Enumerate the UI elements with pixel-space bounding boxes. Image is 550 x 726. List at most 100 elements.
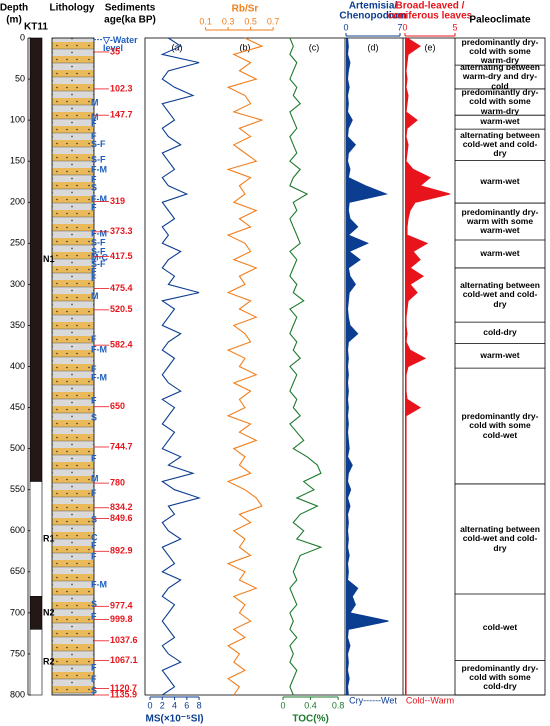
grain-label: S <box>91 514 97 524</box>
zone-cell: alternating between cold-wet and cold-dr… <box>460 280 540 309</box>
grain-label: F-M <box>91 372 107 382</box>
grain-label: F <box>91 541 97 551</box>
grain-label: F <box>91 662 97 672</box>
zone-cell: warm-wet <box>480 176 519 185</box>
age-label: 834.2 <box>110 502 133 512</box>
grain-label: S <box>91 413 97 423</box>
age-label: 1135.9 <box>110 689 137 699</box>
polarity-label: R2 <box>43 657 55 667</box>
grain-label: M <box>91 112 99 122</box>
grain-label: F <box>91 266 97 276</box>
y-tick-label: 800 <box>10 689 25 699</box>
grain-label: F-M <box>91 344 107 354</box>
grain-label: S <box>91 685 97 695</box>
y-tick-label: 0 <box>20 32 25 42</box>
paleoclimate-label: cold-wet <box>482 621 518 632</box>
paleoclimate-label: warm-wet <box>480 116 520 127</box>
age-label: 1067.1 <box>110 655 138 665</box>
age-label: 417.5 <box>110 251 133 261</box>
panel-title: coniferous leaves <box>388 11 473 22</box>
panel-title: Artemisia/ <box>349 1 398 12</box>
paleoclimate-label: alternating between warm-dry and dry-col… <box>460 65 540 89</box>
polarity-title: KT11 <box>24 22 48 33</box>
grain-label: F-M <box>91 579 107 589</box>
y-tick-label: 400 <box>10 361 25 371</box>
paleoclimate-label: alternating between cold-wet and cold-dr… <box>460 280 540 309</box>
zone-cell: warm-wet <box>480 116 520 127</box>
age-label: 475.4 <box>110 283 133 293</box>
water-level-label: level <box>103 43 123 53</box>
x-tick-label: 0 <box>343 22 348 32</box>
x-axis-title: TOC(%) <box>292 714 328 725</box>
age-label: 35 <box>110 46 120 56</box>
grain-label: S <box>91 183 97 193</box>
panel-tag: (d) <box>368 42 379 52</box>
panel-title: Broad-leaved / <box>396 1 465 12</box>
age-label: 892.9 <box>110 546 133 556</box>
grain-label: F-M <box>91 165 107 175</box>
zone-cell: predominantly dry-cold with some warm-dr… <box>461 88 539 116</box>
paleoclimate-label: warm-wet <box>480 350 520 361</box>
grain-label: F <box>91 334 97 344</box>
curve <box>346 37 389 696</box>
polarity-label: R1 <box>43 533 55 543</box>
y-tick-label: 100 <box>10 115 25 125</box>
x-tick-label: 2 <box>160 700 165 710</box>
paleoclimate-label: alternating between cold-wet and cold-dr… <box>460 523 540 553</box>
zone-cell: alternating between cold-wet and cold-dr… <box>460 129 540 159</box>
grain-label: S-F <box>91 139 106 149</box>
x-tick-label: 4 <box>172 700 177 710</box>
zone-cell: warm-wet <box>480 249 519 258</box>
zone-cell: alternating between warm-dry and dry-col… <box>460 65 540 89</box>
y-axis-title: (m) <box>6 15 22 26</box>
age-label: 1037.6 <box>110 635 138 645</box>
curve <box>160 37 202 696</box>
paleoclimate-label: predominantly dry-cold with some warm-dr… <box>461 88 539 116</box>
x-tick-label: 0.4 <box>304 700 317 710</box>
y-tick-label: 50 <box>15 73 25 83</box>
age-label: 999.8 <box>110 614 133 624</box>
age-label: 520.5 <box>110 304 133 314</box>
x-tick-label: 0 <box>280 700 285 710</box>
grain-label: F <box>91 611 97 621</box>
x-tick-label: 5 <box>452 22 457 32</box>
age-label: 977.4 <box>110 601 133 611</box>
paleoclimate-label: alternating between cold-wet and cold-dr… <box>460 129 540 159</box>
grain-label: F <box>91 395 97 405</box>
curve <box>226 37 264 696</box>
zone-cell: alternating between cold-wet and cold-dr… <box>460 523 540 553</box>
y-tick-label: 550 <box>10 484 25 494</box>
grain-label: M <box>91 291 99 301</box>
panel-tag: (c) <box>309 42 320 52</box>
area-fill <box>405 38 450 695</box>
grain-label: S-F <box>91 247 106 257</box>
y-tick-label: 650 <box>10 566 25 576</box>
polarity-label: N1 <box>43 254 55 264</box>
y-tick-label: 250 <box>10 238 25 248</box>
paleoclimate-label: predominantly dry-cold with some cold-we… <box>461 411 539 440</box>
grain-label: F <box>91 488 97 498</box>
age-title: age(ka BP) <box>104 15 156 26</box>
lithology-column <box>51 37 95 696</box>
y-tick-label: 300 <box>10 279 25 289</box>
grain-label: S-F <box>91 259 106 269</box>
paleoclimate-label: predominantly dry-cold with some cold-dr… <box>461 662 539 692</box>
curve <box>405 37 451 695</box>
x-tick-label: 0 <box>402 22 407 32</box>
paleoclimate-label: predominantly dry-cold with some warm-dr… <box>461 38 539 66</box>
panel-footnote: Cold--Warm <box>406 695 454 705</box>
paleoclimate-label: predominantly dry-warm with some warm-we… <box>461 206 539 236</box>
y-tick-label: 150 <box>10 156 25 166</box>
grain-label: F <box>91 174 97 184</box>
grain-label: F <box>91 119 97 129</box>
grain-label: F-M <box>91 194 107 204</box>
paleoclimate-title: Paleoclimate <box>469 15 531 26</box>
grain-label: M <box>91 473 99 483</box>
y-tick-label: 200 <box>10 197 25 207</box>
polarity-zone <box>29 596 43 630</box>
age-label: 744.7 <box>110 441 133 451</box>
grain-label: F <box>91 454 97 464</box>
panel-footnote: Cry------Wet <box>349 695 397 705</box>
zone-cell: predominantly dry-cold with some cold-we… <box>461 411 539 440</box>
